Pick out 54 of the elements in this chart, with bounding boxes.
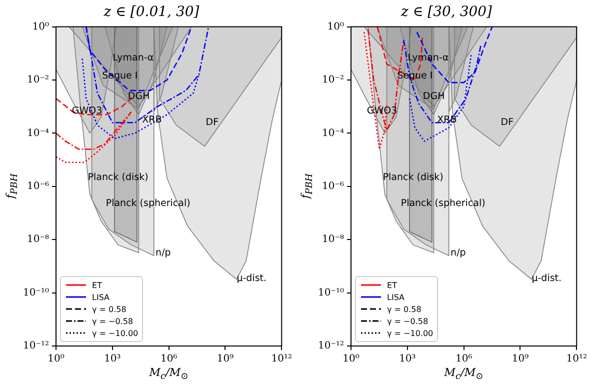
legend-label: LISA [92, 292, 110, 302]
annotation: n/p [450, 247, 466, 258]
annotation: DGH [422, 91, 445, 102]
legend-label: γ = −10.00 [387, 328, 434, 338]
legend-label: LISA [387, 292, 405, 302]
x-axis-title: M$_{c}$/M$_{⊙}$ [149, 366, 188, 382]
x-tick-label: 10³ [104, 354, 121, 365]
x-tick-label: 10¹² [566, 354, 588, 365]
x-axis-title: M$_{c}$/M$_{⊙}$ [444, 366, 484, 382]
annotation: DF [500, 117, 514, 128]
y-tick-label: 10⁻¹² [22, 340, 50, 352]
annotation: Planck (disk) [88, 172, 148, 183]
y-tick-label: 10⁻⁴ [322, 128, 344, 139]
y-tick-label: 10⁻⁶ [27, 180, 50, 192]
annotation: GWO3 [72, 106, 102, 117]
x-tick-label: 10⁶ [455, 354, 472, 365]
annotation: n/p [156, 247, 171, 258]
y-tick-label: 10⁻⁶ [322, 180, 344, 192]
x-tick-label: 10⁶ [160, 354, 178, 365]
annotation: DF [206, 117, 219, 128]
legend-label: γ = −0.58 [387, 316, 428, 326]
x-tick-label: 10³ [399, 354, 416, 365]
annotation: Planck (spherical) [106, 198, 190, 210]
y-tick-label: 10⁻⁴ [27, 128, 50, 139]
legend-label: γ = 0.58 [92, 304, 126, 314]
annotation: Lyman-α [112, 52, 154, 64]
legend-label: γ = 0.58 [387, 304, 422, 314]
annotation: XRB [142, 114, 162, 126]
legend-label: γ = −0.58 [92, 316, 134, 326]
y-tick-label: 10⁻⁸ [27, 234, 50, 246]
y-tick-label: 10⁰ [32, 21, 50, 32]
annotation: Planck (spherical) [400, 198, 486, 210]
x-tick-label: 10⁰ [48, 354, 64, 365]
x-tick-label: 10¹² [271, 354, 292, 365]
annotation: Segue I [102, 70, 138, 82]
y-tick-label: 10⁻¹⁰ [22, 287, 50, 298]
chart-title: z ∈ [0.01, 30] [102, 4, 200, 20]
y-tick-label: 10⁻¹⁰ [318, 287, 344, 298]
x-tick-label: 10⁹ [512, 354, 529, 365]
annotation: μ-dist. [236, 272, 267, 284]
chart-title: z ∈ [30, 300] [400, 4, 493, 20]
x-tick-label: 10⁹ [216, 354, 234, 365]
legend-label: ET [387, 280, 397, 290]
legend-label: γ = −10.00 [92, 328, 138, 338]
annotation: Planck (disk) [382, 172, 444, 183]
y-tick-label: 10⁻² [27, 74, 50, 86]
annotation: DGH [128, 91, 150, 102]
y-tick-label: 10⁻⁸ [322, 234, 344, 246]
y-tick-label: 10⁻² [322, 74, 344, 86]
y-tick-label: 10⁰ [327, 21, 344, 32]
y-tick-label: 10⁻¹² [318, 340, 344, 352]
annotation: μ-dist. [532, 272, 562, 284]
x-tick-label: 10⁰ [342, 354, 360, 365]
legend-label: ET [92, 280, 102, 290]
